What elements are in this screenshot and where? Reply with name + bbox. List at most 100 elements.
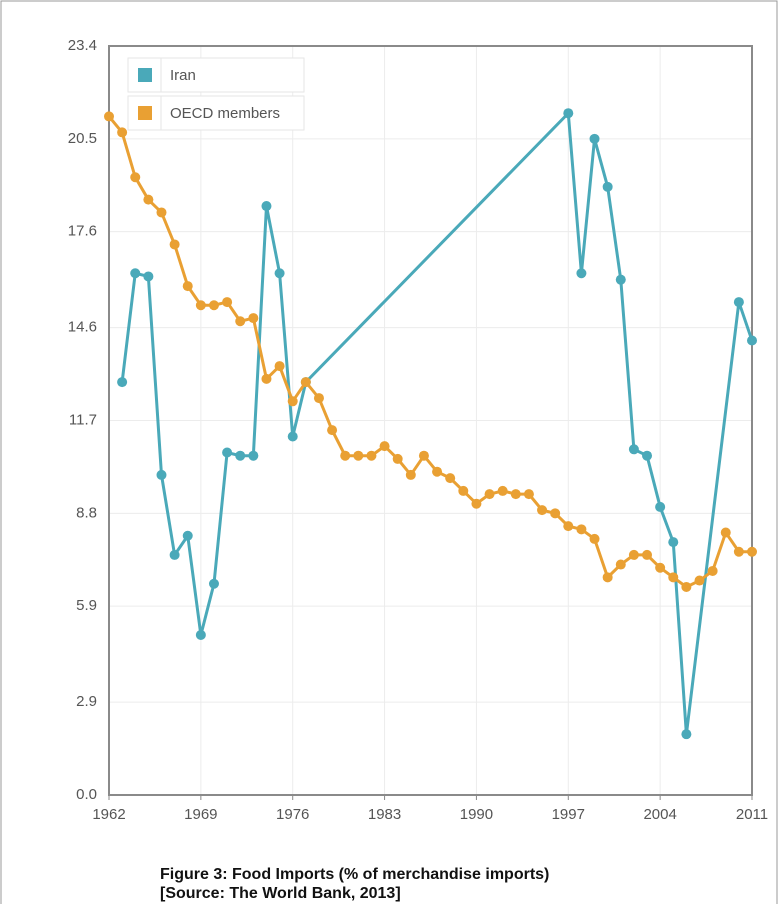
data-point (510, 489, 521, 500)
data-point (156, 469, 167, 480)
data-point (747, 335, 757, 346)
data-point (353, 450, 364, 461)
data-point (720, 527, 731, 538)
data-point (668, 572, 679, 583)
legend-box (127, 57, 305, 93)
data-point (208, 578, 219, 589)
x-tick-label: 1976 (276, 806, 309, 823)
data-point (274, 361, 285, 372)
data-point (576, 524, 587, 535)
data-point (222, 297, 233, 308)
legend-swatch (138, 68, 152, 82)
data-point (208, 300, 219, 311)
data-point (707, 565, 718, 576)
y-tick-label: 0.0 (76, 786, 97, 803)
data-point (143, 271, 154, 282)
legend-box (127, 95, 305, 131)
data-point (182, 281, 193, 292)
data-point (733, 546, 744, 557)
x-tick-label: 2004 (643, 806, 676, 823)
data-point (563, 521, 574, 532)
data-point (681, 729, 692, 740)
data-point (589, 133, 600, 144)
data-point (445, 473, 456, 484)
data-point (733, 297, 744, 308)
x-tick-label: 1969 (184, 806, 217, 823)
x-tick-label: 1983 (368, 806, 401, 823)
data-point (379, 441, 390, 452)
data-point (222, 447, 233, 458)
data-point (300, 377, 311, 388)
data-point (261, 373, 272, 384)
data-point (484, 489, 495, 500)
data-point (143, 194, 154, 205)
data-point (235, 316, 246, 327)
x-tick-label: 1962 (92, 806, 125, 823)
data-point (117, 377, 128, 388)
data-point (248, 313, 259, 324)
data-point (589, 533, 600, 544)
y-tick-label: 2.9 (76, 693, 97, 710)
x-tick-label: 1997 (552, 806, 585, 823)
legend-label: Iran (170, 67, 196, 84)
data-point (418, 450, 429, 461)
data-point (392, 453, 403, 464)
x-tick-label: 2011 (736, 806, 768, 823)
data-point (340, 450, 351, 461)
data-point (432, 466, 443, 477)
data-point (471, 498, 482, 509)
data-point (563, 108, 574, 119)
data-point (537, 505, 548, 516)
data-point (313, 393, 324, 404)
series-line (120, 109, 754, 735)
data-point (195, 629, 206, 640)
data-point (287, 396, 298, 407)
data-point (156, 207, 167, 218)
data-point (747, 546, 757, 557)
data-point (681, 581, 692, 592)
data-point (497, 485, 508, 496)
data-point (628, 549, 639, 560)
y-tick-label: 14.6 (68, 319, 97, 336)
data-point (261, 201, 272, 212)
y-tick-label: 5.9 (76, 597, 97, 614)
data-point (182, 530, 193, 541)
data-point (655, 562, 666, 573)
data-point (235, 450, 246, 461)
data-point (327, 425, 338, 436)
data-point (642, 450, 653, 461)
data-point (458, 485, 469, 496)
x-tick-label: 1990 (460, 806, 493, 823)
plot-frame (108, 45, 753, 796)
data-point (274, 268, 285, 279)
data-point (602, 572, 613, 583)
data-point (576, 268, 587, 279)
y-tick-label: 23.4 (68, 37, 97, 54)
data-point (550, 508, 561, 519)
data-point (195, 300, 206, 311)
data-point (287, 431, 298, 442)
data-point (104, 111, 114, 122)
data-point (615, 274, 626, 285)
legend-swatch (138, 106, 152, 120)
y-tick-label: 11.7 (69, 411, 97, 428)
data-point (668, 537, 679, 548)
data-point (405, 469, 416, 480)
caption: Figure 3: Food Imports (% of merchandise… (160, 866, 549, 883)
data-point (169, 239, 180, 250)
y-tick-label: 8.8 (76, 504, 97, 521)
data-point (169, 549, 180, 560)
legend-label: OECD members (170, 105, 280, 122)
data-point (694, 575, 705, 586)
series-line (107, 115, 752, 589)
data-point (628, 444, 639, 455)
y-tick-label: 17.6 (68, 223, 97, 240)
data-point (615, 559, 626, 570)
data-point (642, 549, 653, 560)
data-point (655, 501, 666, 512)
data-point (602, 181, 613, 192)
data-point (117, 127, 128, 138)
data-point (523, 489, 534, 500)
